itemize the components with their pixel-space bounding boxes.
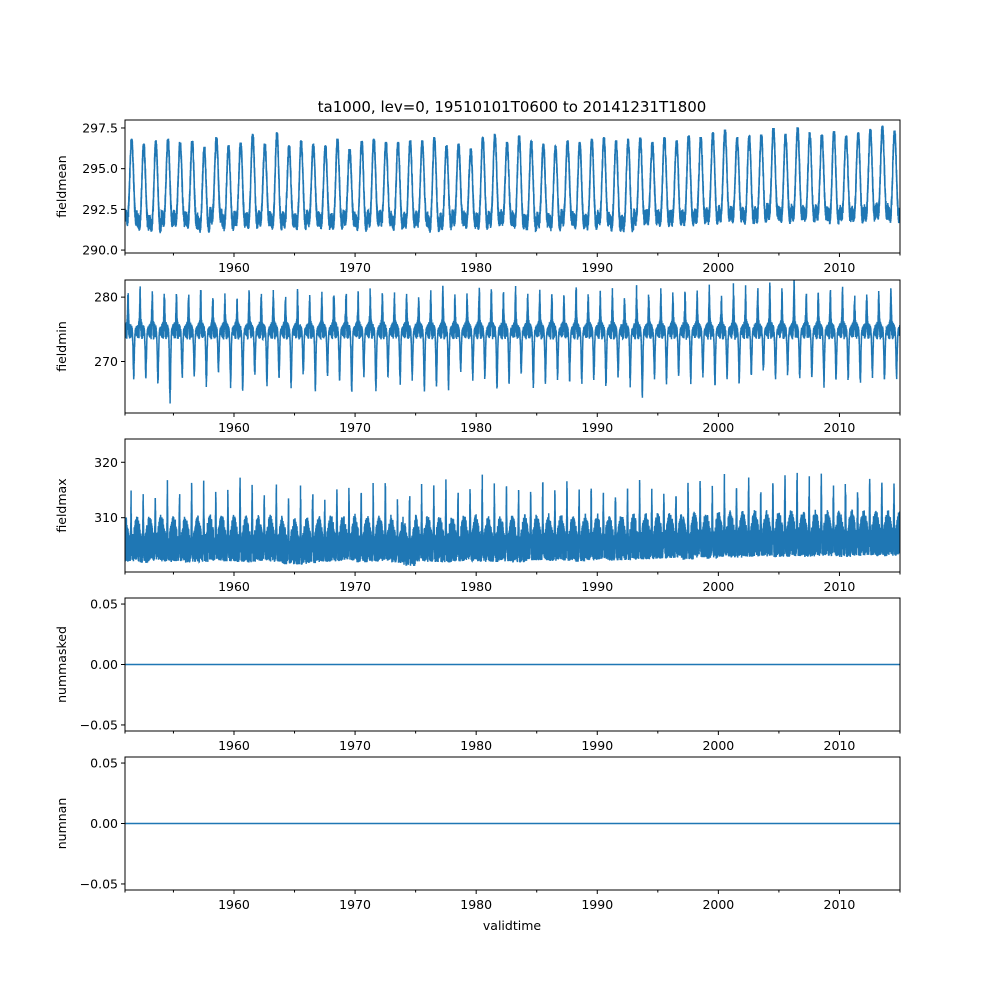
x-tick-label: 1980 xyxy=(460,579,492,594)
y-axis-label: fieldmean xyxy=(54,155,69,217)
x-tick-label: 2000 xyxy=(702,738,734,753)
x-tick-label: 1960 xyxy=(218,260,250,275)
x-tick-label: 1970 xyxy=(339,897,371,912)
x-axis-label: validtime xyxy=(483,918,541,933)
panel-nummasked: −0.05 0.00 0.05 nummasked 1960 1970 1980 1990 20… xyxy=(54,597,901,753)
x-tick-label: 1960 xyxy=(218,897,250,912)
y-axis-label: numnan xyxy=(54,798,69,850)
x-tick-label: 2000 xyxy=(702,897,734,912)
y-tick-label: 0.05 xyxy=(90,756,118,771)
axes-frame xyxy=(124,279,901,414)
y-tick-label: 310 xyxy=(94,510,118,525)
panel-fieldmin: 270 280 fieldmin 1960 1970 1980 1990 2000 2010 xyxy=(54,279,901,435)
panel-numnan: −0.05 0.00 0.05 numnan 1960 1970 1980 1990 2000 2… xyxy=(54,756,901,912)
x-tick-label: 1980 xyxy=(460,738,492,753)
x-tick-label: 2000 xyxy=(702,260,734,275)
y-axis-label: nummasked xyxy=(54,626,69,703)
axes-frame xyxy=(124,438,901,573)
x-tick-label: 2010 xyxy=(824,579,856,594)
y-axis-label: fieldmin xyxy=(54,321,69,372)
x-tick-label: 2010 xyxy=(824,897,856,912)
panel-fieldmax: 310 320 fieldmax 1960 1970 1980 1990 2000 2010 xyxy=(54,438,901,594)
x-tick-label: 1970 xyxy=(339,420,371,435)
x-tick-label: 1970 xyxy=(339,260,371,275)
series-line-fieldmean xyxy=(125,125,900,234)
y-axis-label: fieldmax xyxy=(54,478,69,532)
x-tick-label: 1990 xyxy=(581,260,613,275)
x-tick-label: 1980 xyxy=(460,420,492,435)
chart-title: ta1000, lev=0, 19510101T0600 to 20141231… xyxy=(318,98,707,116)
axes-frame xyxy=(124,119,901,254)
x-tick-label: 2010 xyxy=(824,420,856,435)
y-tick-label: 270 xyxy=(94,354,118,369)
y-tick-label: −0.05 xyxy=(80,717,118,732)
x-tick-label: 2000 xyxy=(702,579,734,594)
x-tick-label: 1980 xyxy=(460,897,492,912)
y-tick-label: 295.0 xyxy=(82,161,118,176)
series-line-fieldmax xyxy=(125,472,900,566)
x-tick-label: 1980 xyxy=(460,260,492,275)
x-tick-label: 1990 xyxy=(581,579,613,594)
x-tick-label: 1960 xyxy=(218,579,250,594)
y-tick-label: 0.00 xyxy=(90,816,118,831)
x-tick-label: 2010 xyxy=(824,260,856,275)
y-tick-label: 280 xyxy=(94,290,118,305)
y-tick-label: 292.5 xyxy=(82,202,118,217)
y-tick-label: 320 xyxy=(94,455,118,470)
y-tick-label: 0.00 xyxy=(90,657,118,672)
x-tick-label: 1970 xyxy=(339,738,371,753)
x-tick-label: 1990 xyxy=(581,897,613,912)
x-tick-label: 2000 xyxy=(702,420,734,435)
panel-fieldmean: 290.0 292.5 295.0 297.5 fieldmean 1960 1970 198… xyxy=(54,119,901,275)
x-tick-label: 1960 xyxy=(218,420,250,435)
x-tick-label: 1960 xyxy=(218,738,250,753)
y-tick-label: 297.5 xyxy=(82,120,118,135)
x-tick-label: 1970 xyxy=(339,579,371,594)
x-tick-label: 2010 xyxy=(824,738,856,753)
y-tick-label: 290.0 xyxy=(82,243,118,258)
y-tick-label: 0.05 xyxy=(90,597,118,612)
x-tick-label: 1990 xyxy=(581,738,613,753)
series-line-fieldmin xyxy=(125,280,900,404)
x-tick-label: 1990 xyxy=(581,420,613,435)
y-tick-label: −0.05 xyxy=(80,876,118,891)
